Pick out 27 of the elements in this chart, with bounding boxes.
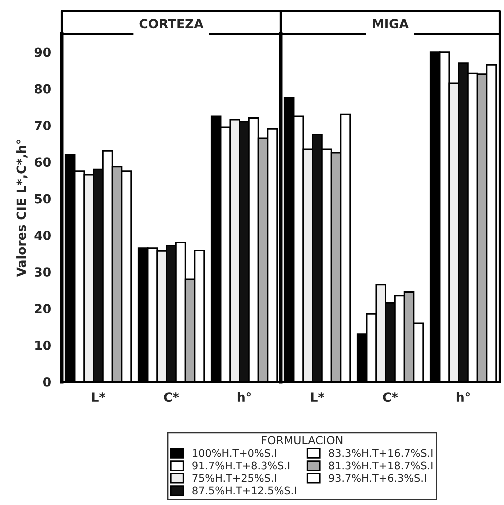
legend-label: 83.3%H.T+16.7%S.I (329, 449, 433, 458)
y-tick-label: 30 (35, 268, 51, 278)
legend-title: FORMULACION (262, 436, 343, 445)
legend-label: 75%H.T+25%S.I (192, 474, 276, 482)
x-tick-label: h° (238, 392, 251, 402)
y-tick-label: 20 (35, 304, 51, 314)
y-tick-label: 80 (34, 84, 51, 94)
legend-label: 81.3%H.T+18.7%S.I (329, 462, 433, 470)
x-tick-label: L* (92, 392, 106, 402)
legend-label: 91.7%H.T+8.3%S.I (192, 462, 290, 470)
legend-label: 93.7%H.T+6.3%S.I (329, 474, 426, 482)
y-tick-label: 0 (43, 377, 51, 387)
chart-title: MIGA (373, 19, 409, 29)
legend-label: 100%H.T+0%S.I (193, 449, 276, 458)
x-tick-label: L* (311, 392, 324, 402)
chart-title: CORTEZA (140, 19, 204, 29)
y-tick-label: 50 (35, 194, 51, 204)
y-tick-label: 40 (34, 230, 51, 240)
y-tick-label: 70 (35, 121, 51, 131)
y-axis-title: Valores CIE L*,C*,h° (16, 140, 28, 278)
x-tick-label: C* (383, 392, 398, 402)
y-tick-label: 10 (36, 340, 51, 350)
y-tick-label: 90 (34, 48, 51, 58)
x-tick-label: h° (456, 392, 470, 402)
x-tick-label: C* (164, 392, 180, 402)
y-tick-label: 60 (34, 158, 51, 168)
legend-label: 87.5%H.T+12.5%S.I (192, 486, 296, 495)
